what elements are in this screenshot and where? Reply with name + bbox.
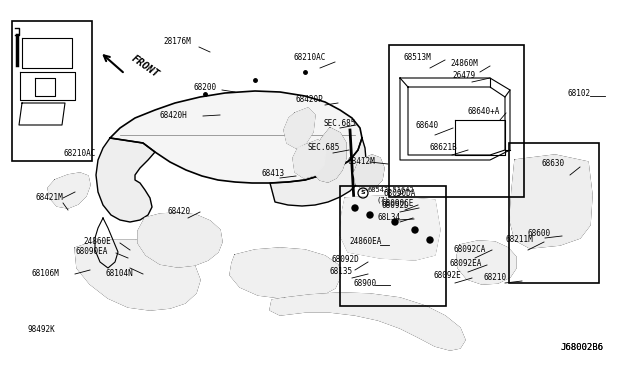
Polygon shape	[340, 196, 440, 260]
Text: 98492K: 98492K	[28, 326, 56, 334]
Polygon shape	[284, 108, 315, 148]
Text: 68L34: 68L34	[377, 212, 400, 221]
Text: 68543-51642: 68543-51642	[367, 187, 413, 193]
Text: SEC.685: SEC.685	[308, 144, 340, 153]
Circle shape	[352, 205, 358, 211]
Polygon shape	[48, 173, 90, 208]
Text: 68200: 68200	[193, 83, 216, 93]
Text: 68092CA: 68092CA	[453, 244, 485, 253]
Text: S: S	[361, 190, 365, 196]
Text: 68092D: 68092D	[331, 256, 359, 264]
Text: 68412M: 68412M	[348, 157, 376, 167]
Text: 68092D: 68092D	[382, 201, 410, 209]
Text: 28176M: 28176M	[163, 38, 191, 46]
Polygon shape	[230, 248, 340, 298]
Text: 68413: 68413	[262, 170, 285, 179]
Text: 68106M: 68106M	[32, 269, 60, 278]
Text: 68630: 68630	[542, 160, 565, 169]
Text: 68420P: 68420P	[296, 96, 324, 105]
Text: SEC.685: SEC.685	[324, 119, 356, 128]
Polygon shape	[457, 241, 516, 284]
Text: 68420H: 68420H	[160, 110, 188, 119]
Text: 24860M: 24860M	[450, 58, 477, 67]
Polygon shape	[270, 138, 366, 206]
Text: 68600: 68600	[527, 228, 550, 237]
Text: 68210AC: 68210AC	[63, 148, 95, 157]
Polygon shape	[96, 138, 155, 222]
Text: 68090CE: 68090CE	[381, 199, 413, 208]
Polygon shape	[354, 155, 384, 190]
Text: 26479: 26479	[452, 71, 475, 80]
Text: 68640: 68640	[415, 122, 438, 131]
Text: (7): (7)	[376, 197, 388, 203]
Polygon shape	[510, 155, 592, 248]
Polygon shape	[110, 91, 362, 183]
Text: 24860E: 24860E	[83, 237, 111, 246]
Bar	[340, 186, 446, 306]
Text: 68090DA: 68090DA	[383, 189, 415, 198]
Text: 68513M: 68513M	[404, 52, 432, 61]
Text: 68104N: 68104N	[105, 269, 132, 278]
Text: 68421M: 68421M	[35, 193, 63, 202]
Text: FRONT: FRONT	[130, 54, 161, 80]
Polygon shape	[138, 213, 222, 267]
Polygon shape	[270, 293, 465, 350]
Text: 68092EA: 68092EA	[449, 259, 481, 267]
Text: 68900: 68900	[354, 279, 377, 288]
Text: 68621B: 68621B	[429, 144, 457, 153]
Text: 68135: 68135	[330, 267, 353, 276]
Polygon shape	[75, 240, 200, 310]
Text: 68420: 68420	[168, 208, 191, 217]
Circle shape	[392, 219, 398, 225]
Text: J68002B6: J68002B6	[560, 343, 603, 353]
Text: J68002B6: J68002B6	[560, 343, 603, 353]
Circle shape	[427, 237, 433, 243]
Circle shape	[367, 212, 373, 218]
Polygon shape	[312, 128, 346, 182]
Text: 68102: 68102	[568, 90, 591, 99]
Bar	[509, 143, 599, 283]
Text: 68210AC: 68210AC	[293, 52, 325, 61]
Text: 68211M: 68211M	[506, 235, 534, 244]
Text: 68090EA: 68090EA	[76, 247, 108, 257]
Circle shape	[412, 227, 418, 233]
Bar	[12, 21, 92, 161]
Text: 24860EA: 24860EA	[349, 237, 381, 246]
Text: 68640+A: 68640+A	[468, 106, 500, 115]
Bar	[389, 45, 524, 197]
Text: 68092E: 68092E	[434, 272, 461, 280]
Text: 68210: 68210	[484, 273, 507, 282]
Polygon shape	[293, 140, 326, 178]
